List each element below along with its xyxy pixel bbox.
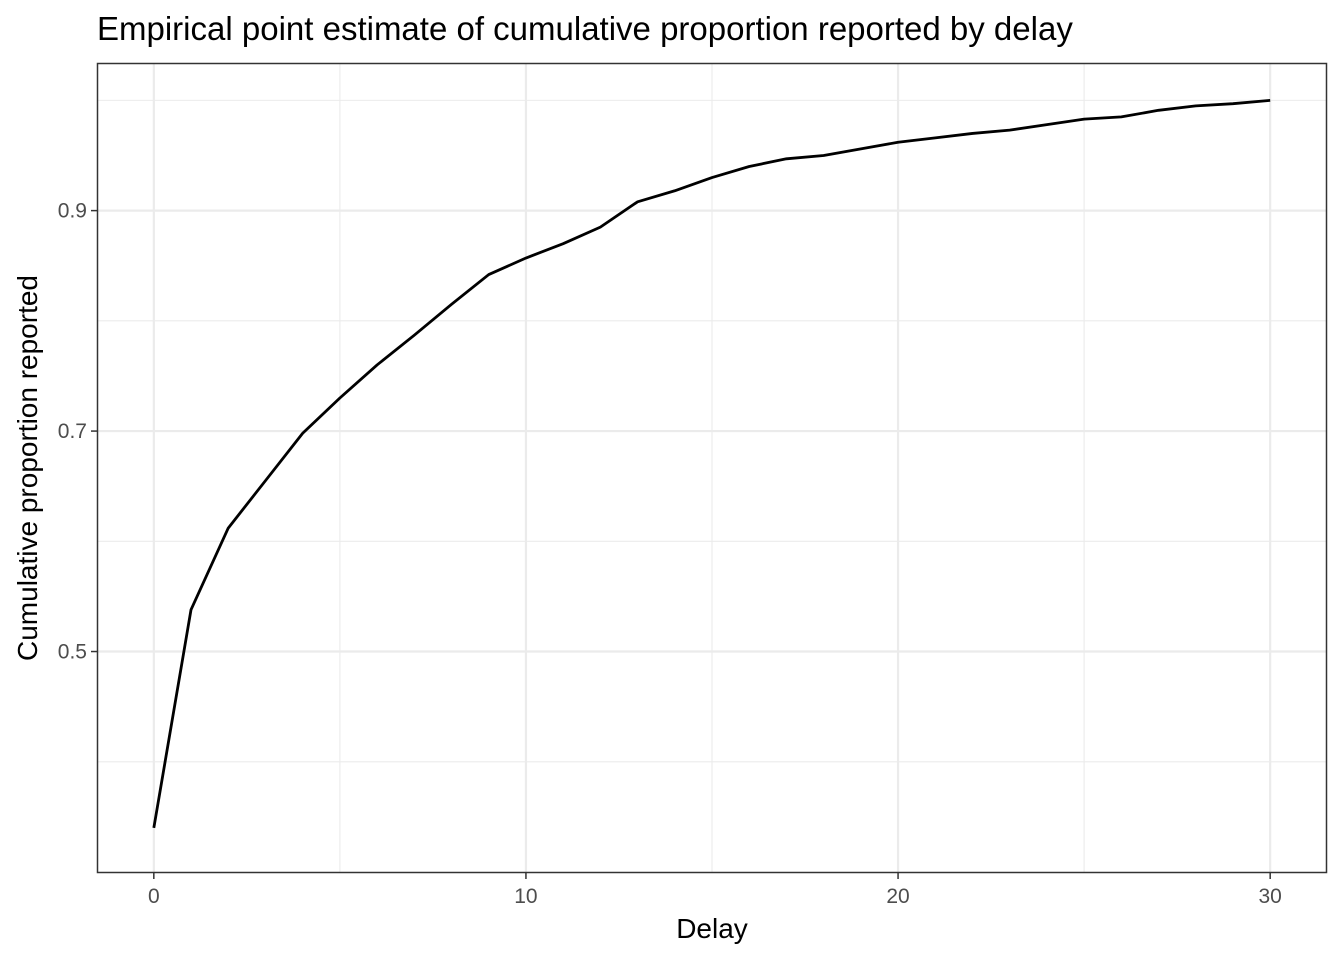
y-tick-label: 0.7: [58, 420, 87, 443]
x-tick-label: 10: [514, 885, 537, 908]
axes: 0 10 20 30 0.5 0.7 0.9: [58, 200, 1282, 908]
series-line: [152, 98, 1271, 829]
grid: [98, 64, 1326, 872]
x-tick-label: 20: [886, 885, 909, 908]
chart-title: Empirical point estimate of cumulative p…: [97, 10, 1073, 47]
y-tick-label: 0.5: [58, 641, 87, 664]
x-tick-label: 30: [1259, 885, 1282, 908]
y-axis-title: Cumulative proportion reported: [12, 275, 43, 661]
x-tick-label: 0: [148, 885, 160, 908]
x-axis-title: Delay: [676, 913, 748, 944]
y-tick-label: 0.9: [58, 200, 87, 223]
series-layer: [152, 98, 1271, 829]
panel-border: [96, 62, 1328, 874]
